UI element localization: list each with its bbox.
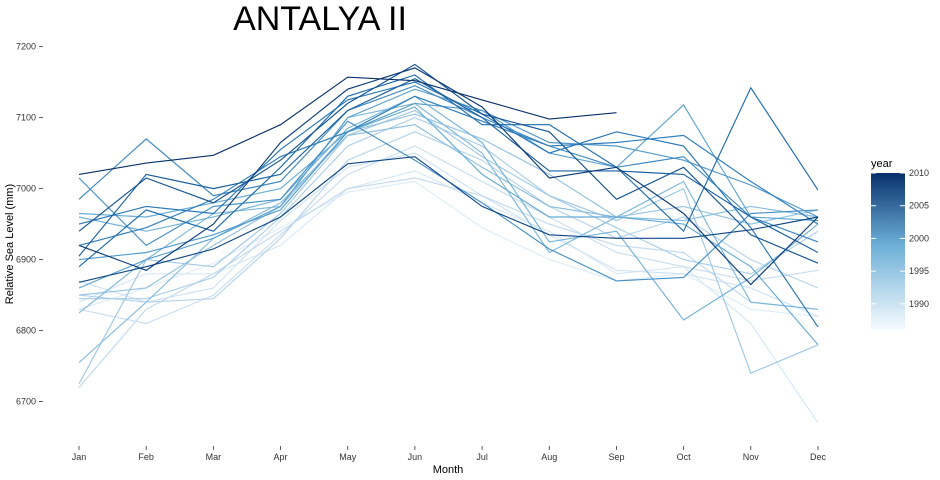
y-tick-label: 7100 [16,113,36,123]
y-tick-label: 7200 [16,42,36,52]
series-line-2008 [78,156,819,283]
series-line-1996 [78,102,819,314]
series-line-1986 [78,180,819,317]
series-line-2010 [78,76,617,175]
y-tick-label: 6900 [16,255,36,265]
legend-title: year [871,158,893,170]
series-line-1993 [78,109,819,385]
series-line-1995 [78,124,819,364]
x-tick-label: Mar [206,452,222,462]
x-tick-label: Apr [274,452,288,462]
x-tick-label: Jun [408,452,423,462]
y-axis-title: Relative Sea Level (mm) [4,184,16,304]
x-tick-label: Feb [138,452,154,462]
x-tick-label: Aug [541,452,557,462]
series-line-1990 [78,177,819,388]
chart-title: ANTALYA II [233,0,407,38]
series-line-1997 [78,95,819,321]
series-line-2006 [78,77,819,257]
series-line-2000 [78,102,819,261]
series-layer [78,63,819,424]
y-tick-label: 6800 [16,326,36,336]
legend-ticks: 1990 1995 2000 2005 2010 [871,168,929,309]
legend-tick-label: 2010 [909,168,929,178]
x-tick-label: Sep [608,452,624,462]
series-line-2009 [78,67,819,286]
x-tick-label: Dec [810,452,827,462]
series-line-1991 [78,131,819,303]
series-line-2005 [78,74,819,268]
x-tick-label: May [339,452,357,462]
series-line-2003 [78,95,819,246]
x-tick-label: Jan [72,452,87,462]
legend-colorbar [871,173,905,330]
y-tick-label: 6700 [16,397,36,407]
x-axis-title: Month [433,464,464,476]
series-line-1992 [79,116,819,300]
series-line-1998 [78,106,819,346]
legend-tick-label: 2005 [909,201,929,211]
x-axis: Jan Feb Mar Apr May Jun Jul Aug Sep Oct Nov Dec [72,446,827,462]
legend-tick-label: 1995 [909,266,929,276]
series-line-1988 [78,152,819,317]
legend-tick-label: 2000 [909,233,929,243]
x-tick-label: Oct [677,452,692,462]
series-line-2007 [78,63,819,264]
legend-tick-label: 1990 [909,299,929,309]
y-tick-label: 7000 [16,184,36,194]
year-legend: year 1990 1995 2000 2005 2010 [871,158,929,330]
x-tick-label: Nov [743,452,760,462]
y-axis: 6700 6800 6900 7000 7100 7200 [16,42,43,407]
x-tick-label: Jul [476,452,488,462]
